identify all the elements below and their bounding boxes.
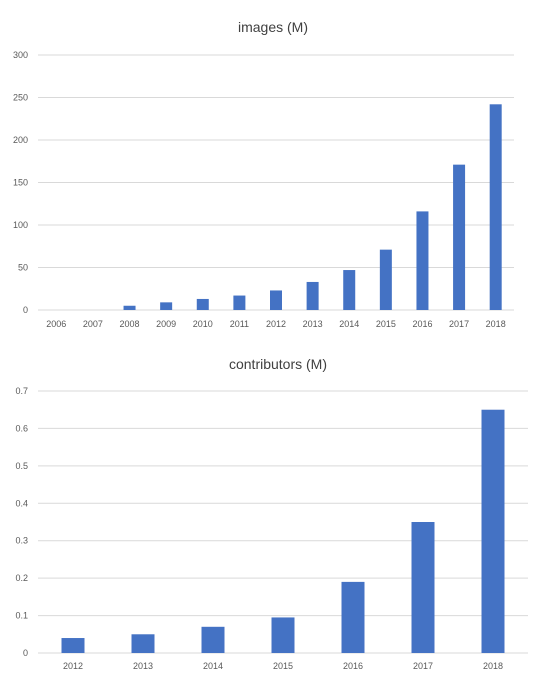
y-tick-label: 0.3 [15, 536, 28, 546]
x-tick-label: 2016 [343, 661, 363, 671]
x-tick-label: 2017 [413, 661, 433, 671]
y-tick-label: 0.2 [15, 573, 28, 583]
x-tick-label: 2015 [273, 661, 293, 671]
x-tick-label: 2016 [412, 319, 432, 329]
bar [131, 634, 155, 653]
bar [271, 617, 295, 653]
x-tick-label: 2013 [303, 319, 323, 329]
x-tick-label: 2014 [339, 319, 359, 329]
chart-title: contributors (M) [229, 356, 327, 372]
x-tick-label: 2014 [203, 661, 223, 671]
x-tick-label: 2018 [483, 661, 503, 671]
y-tick-label: 100 [13, 220, 28, 230]
bar [416, 211, 429, 310]
bar [306, 281, 319, 310]
y-tick-label: 0.1 [15, 611, 28, 621]
bar [233, 295, 246, 310]
x-tick-label: 2011 [230, 319, 249, 329]
contributors-chart: contributors (M) 00.10.20.30.40.50.60.7 … [15, 356, 528, 671]
x-tick-label: 2012 [266, 319, 286, 329]
y-tick-label: 0.7 [15, 386, 28, 396]
y-tick-label: 300 [13, 50, 28, 60]
x-tick-label: 2009 [156, 319, 176, 329]
bar [343, 270, 356, 310]
y-tick-label: 0.5 [15, 461, 28, 471]
bar [160, 302, 173, 310]
images-chart: images (M) 0 50 100 150 200 250 300 2006 2007 20… [13, 19, 514, 329]
bar [201, 626, 225, 653]
y-tick-label: 0 [23, 648, 28, 658]
bar [196, 298, 209, 310]
y-tick-label: 250 [13, 93, 28, 103]
bar [270, 290, 282, 310]
y-tick-label: 0 [23, 305, 28, 315]
bar [411, 522, 435, 653]
x-tick-label: 2007 [83, 319, 103, 329]
bar [481, 409, 505, 653]
y-tick-label: 50 [18, 263, 28, 273]
x-tick-label: 2013 [133, 661, 153, 671]
x-tick-label: 2010 [193, 319, 213, 329]
bar [489, 104, 502, 310]
chart-title: images (M) [238, 19, 308, 35]
bar [453, 164, 466, 310]
bar [61, 638, 85, 653]
x-tick-label: 2008 [120, 319, 140, 329]
bar [341, 581, 365, 653]
x-tick-label: 2006 [46, 319, 66, 329]
x-tick-label: 2018 [486, 319, 506, 329]
y-tick-label: 150 [13, 178, 28, 188]
y-tick-label: 0.4 [15, 498, 28, 508]
x-tick-label: 2017 [449, 319, 469, 329]
x-tick-label: 2012 [63, 661, 83, 671]
y-tick-label: 0.6 [15, 423, 28, 433]
bar [379, 249, 392, 310]
y-tick-label: 200 [13, 135, 28, 145]
bar [123, 305, 136, 310]
x-tick-label: 2015 [376, 319, 396, 329]
